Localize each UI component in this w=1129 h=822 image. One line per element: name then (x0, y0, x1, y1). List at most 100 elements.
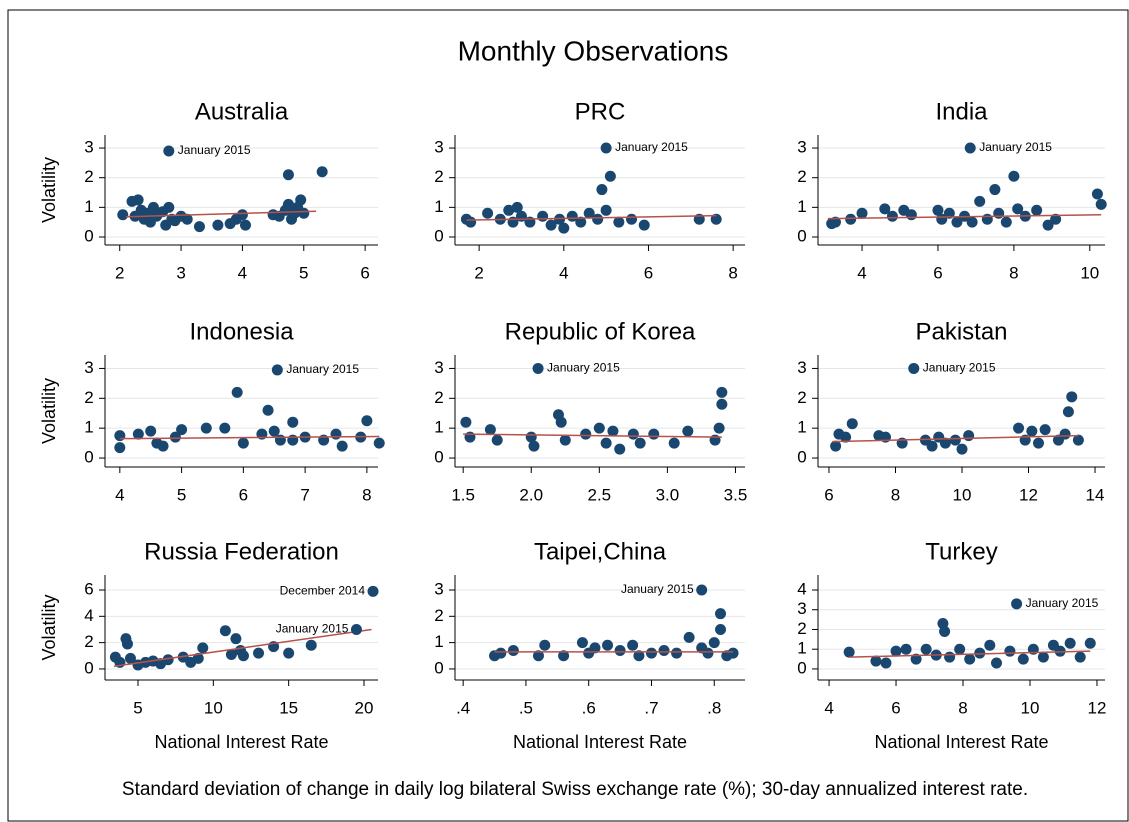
data-point (886, 210, 898, 222)
data-point (879, 203, 891, 215)
data-point (1074, 651, 1086, 663)
highlight-point (600, 142, 612, 154)
data-point (157, 440, 169, 452)
x-tick-label: 6 (644, 263, 653, 282)
data-point (298, 207, 310, 219)
data-point (626, 213, 638, 225)
data-point (503, 204, 515, 216)
data-point (491, 434, 503, 446)
y-tick-label: 0 (84, 226, 93, 245)
data-point (943, 207, 955, 219)
data-point (627, 428, 639, 440)
data-point (1017, 653, 1029, 665)
data-point (683, 631, 695, 643)
data-point (484, 424, 496, 436)
x-tick-label: 6 (824, 485, 833, 504)
data-point (262, 404, 274, 416)
annotation: January 2015 (547, 361, 620, 375)
y-tick-label: 0 (797, 448, 806, 467)
data-point (658, 645, 670, 657)
annotation: January 2015 (615, 140, 688, 154)
x-tick-label: 12 (1019, 485, 1038, 504)
data-point (219, 625, 231, 637)
data-point (602, 639, 614, 651)
y-tick-label: 1 (797, 639, 806, 658)
data-point (843, 646, 855, 658)
x-tick-label: 10 (1080, 263, 1099, 282)
y-tick-label: 2 (797, 167, 806, 186)
data-point (192, 652, 204, 664)
panel-title: Pakistan (915, 318, 1007, 345)
data-point (910, 653, 922, 665)
data-point (607, 425, 619, 437)
data-point (1004, 645, 1016, 657)
panel-title: Russia Federation (144, 538, 339, 565)
data-point (163, 201, 175, 213)
y-tick-label: 6 (84, 579, 93, 598)
data-point (682, 425, 694, 437)
x-tick-label: 4 (559, 263, 568, 282)
x-tick-label: 15 (279, 698, 298, 717)
data-point (708, 637, 720, 649)
data-point (870, 655, 882, 667)
data-point (900, 643, 912, 655)
data-point (880, 657, 892, 669)
x-tick-label: .4 (456, 698, 470, 717)
x-tick-label: 5 (133, 698, 142, 717)
data-point (981, 213, 993, 225)
data-point (268, 425, 280, 437)
x-tick-label: 10 (204, 698, 223, 717)
y-tick-label: 3 (84, 138, 93, 157)
x-tick-label: 6 (933, 263, 942, 282)
annotation: January 2015 (621, 582, 694, 596)
x-tick-label: 5 (177, 485, 186, 504)
y-tick-label: 1 (434, 418, 443, 437)
data-point (1066, 391, 1078, 403)
data-point (580, 428, 592, 440)
data-point (528, 440, 540, 452)
data-point (715, 623, 727, 635)
data-point (949, 434, 961, 446)
data-point (614, 443, 626, 455)
y-tick-label: 3 (797, 138, 806, 157)
data-point (558, 222, 570, 234)
data-point (114, 442, 126, 454)
x-tick-label: 4 (238, 263, 247, 282)
annotation: January 2015 (178, 143, 251, 157)
x-tick-label: 4 (115, 485, 124, 504)
data-point (974, 195, 986, 207)
data-point (1095, 198, 1107, 210)
x-tick-label: 8 (1009, 263, 1018, 282)
frame (7, 9, 1129, 822)
data-point (124, 652, 136, 664)
data-point (710, 213, 722, 225)
x-tick-label: 8 (891, 485, 900, 504)
data-point (592, 213, 604, 225)
highlight-point (350, 623, 362, 635)
data-point (633, 650, 645, 662)
x-tick-label: 12 (1088, 698, 1107, 717)
data-point (944, 651, 956, 663)
data-point (539, 639, 551, 651)
y-tick-label: 0 (434, 448, 443, 467)
x-tick-label: .8 (707, 698, 721, 717)
data-point (181, 213, 193, 225)
y-axis-label: Volatility (39, 594, 59, 660)
data-point (495, 647, 507, 659)
y-tick-label: 2 (797, 619, 806, 638)
figure-title: Monthly Observations (458, 35, 729, 66)
x-tick-label: 2 (115, 263, 124, 282)
trend-line (125, 210, 317, 218)
data-point (596, 184, 608, 196)
data-point (305, 639, 317, 651)
data-point (593, 422, 605, 434)
y-tick-label: 4 (797, 579, 806, 598)
data-point (361, 415, 373, 427)
data-point (460, 416, 472, 428)
data-point (200, 422, 212, 434)
highlight-point (908, 362, 920, 374)
data-point (282, 169, 294, 181)
data-point (989, 184, 1001, 196)
data-point (583, 207, 595, 219)
y-tick-label: 3 (797, 599, 806, 618)
